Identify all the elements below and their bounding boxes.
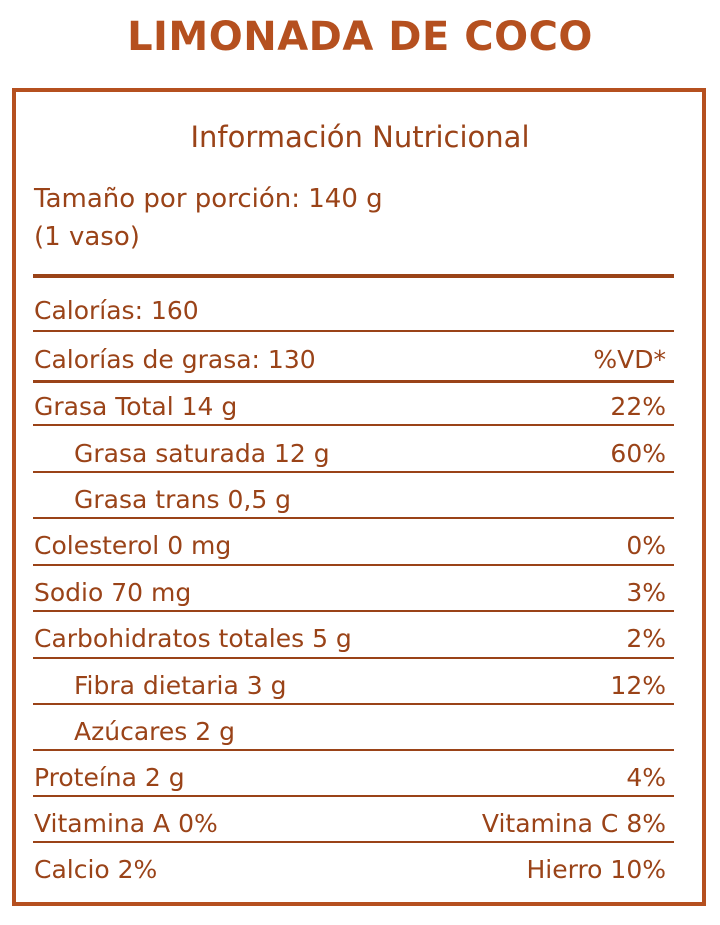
nutrient-label: Calorías: 160 bbox=[34, 296, 199, 325]
iron-label: Hierro 10% bbox=[526, 855, 666, 884]
daily-value: 60% bbox=[610, 439, 666, 468]
serving-size-note: (1 vaso) bbox=[34, 222, 140, 252]
divider bbox=[33, 657, 674, 659]
nutrient-label: Fibra dietaria 3 g bbox=[74, 671, 287, 700]
daily-value: 12% bbox=[610, 671, 666, 700]
nutrition-facts-panel bbox=[12, 88, 706, 906]
divider bbox=[33, 330, 674, 332]
nutrient-label: Sodio 70 mg bbox=[34, 578, 192, 607]
serving-size-line: Tamaño por porción: 140 g bbox=[34, 184, 383, 214]
vitamin-a-label: Vitamina A 0% bbox=[34, 809, 218, 838]
divider bbox=[33, 795, 674, 797]
nutrient-row: Carbohidratos totales 5 g 2% bbox=[34, 613, 666, 653]
nutrient-row: Grasa trans 0,5 g bbox=[34, 474, 666, 514]
daily-value-header: %VD* bbox=[593, 345, 666, 374]
divider bbox=[33, 749, 674, 751]
nutrient-label: Proteína 2 g bbox=[34, 763, 185, 792]
nutrition-heading: Información Nutricional bbox=[190, 120, 530, 154]
mineral-row: Calcio 2% Hierro 10% bbox=[34, 844, 666, 884]
nutrient-row: Colesterol 0 mg 0% bbox=[34, 520, 666, 560]
divider bbox=[33, 564, 674, 566]
product-title: LIMONADA DE COCO bbox=[127, 14, 593, 60]
nutrient-row: Grasa saturada 12 g 60% bbox=[34, 428, 666, 468]
daily-value: 4% bbox=[626, 763, 666, 792]
nutrient-label: Carbohidratos totales 5 g bbox=[34, 624, 352, 653]
divider bbox=[33, 424, 674, 426]
vitamin-row: Vitamina A 0% Vitamina C 8% bbox=[34, 798, 666, 838]
nutrient-label: Colesterol 0 mg bbox=[34, 531, 232, 560]
calcium-label: Calcio 2% bbox=[34, 855, 158, 884]
daily-value: 22% bbox=[610, 392, 666, 421]
nutrient-row: Sodio 70 mg 3% bbox=[34, 567, 666, 607]
daily-value: 0% bbox=[626, 531, 666, 560]
nutrient-row: Calorías de grasa: 130 %VD* bbox=[34, 334, 666, 374]
serving-size: Tamaño por porción: 140 g (1 vaso) bbox=[34, 180, 383, 256]
nutrient-label: Azúcares 2 g bbox=[74, 717, 235, 746]
divider bbox=[33, 471, 674, 473]
divider bbox=[33, 517, 674, 519]
nutrient-row: Fibra dietaria 3 g 12% bbox=[34, 660, 666, 700]
nutrient-label: Calorías de grasa: 130 bbox=[34, 345, 316, 374]
divider bbox=[33, 703, 674, 705]
nutrient-row: Grasa Total 14 g 22% bbox=[34, 381, 666, 421]
nutrient-label: Grasa Total 14 g bbox=[34, 392, 238, 421]
divider bbox=[33, 380, 674, 383]
nutrient-label: Grasa trans 0,5 g bbox=[74, 485, 292, 514]
daily-value: 2% bbox=[626, 624, 666, 653]
nutrient-row: Proteína 2 g 4% bbox=[34, 752, 666, 792]
divider bbox=[33, 841, 674, 843]
nutrient-label: Grasa saturada 12 g bbox=[74, 439, 330, 468]
nutrient-row: Azúcares 2 g bbox=[34, 706, 666, 746]
nutrient-row: Calorías: 160 bbox=[34, 285, 666, 325]
vitamin-c-label: Vitamina C 8% bbox=[481, 809, 666, 838]
thick-divider bbox=[33, 274, 674, 278]
divider bbox=[33, 610, 674, 612]
daily-value: 3% bbox=[626, 578, 666, 607]
